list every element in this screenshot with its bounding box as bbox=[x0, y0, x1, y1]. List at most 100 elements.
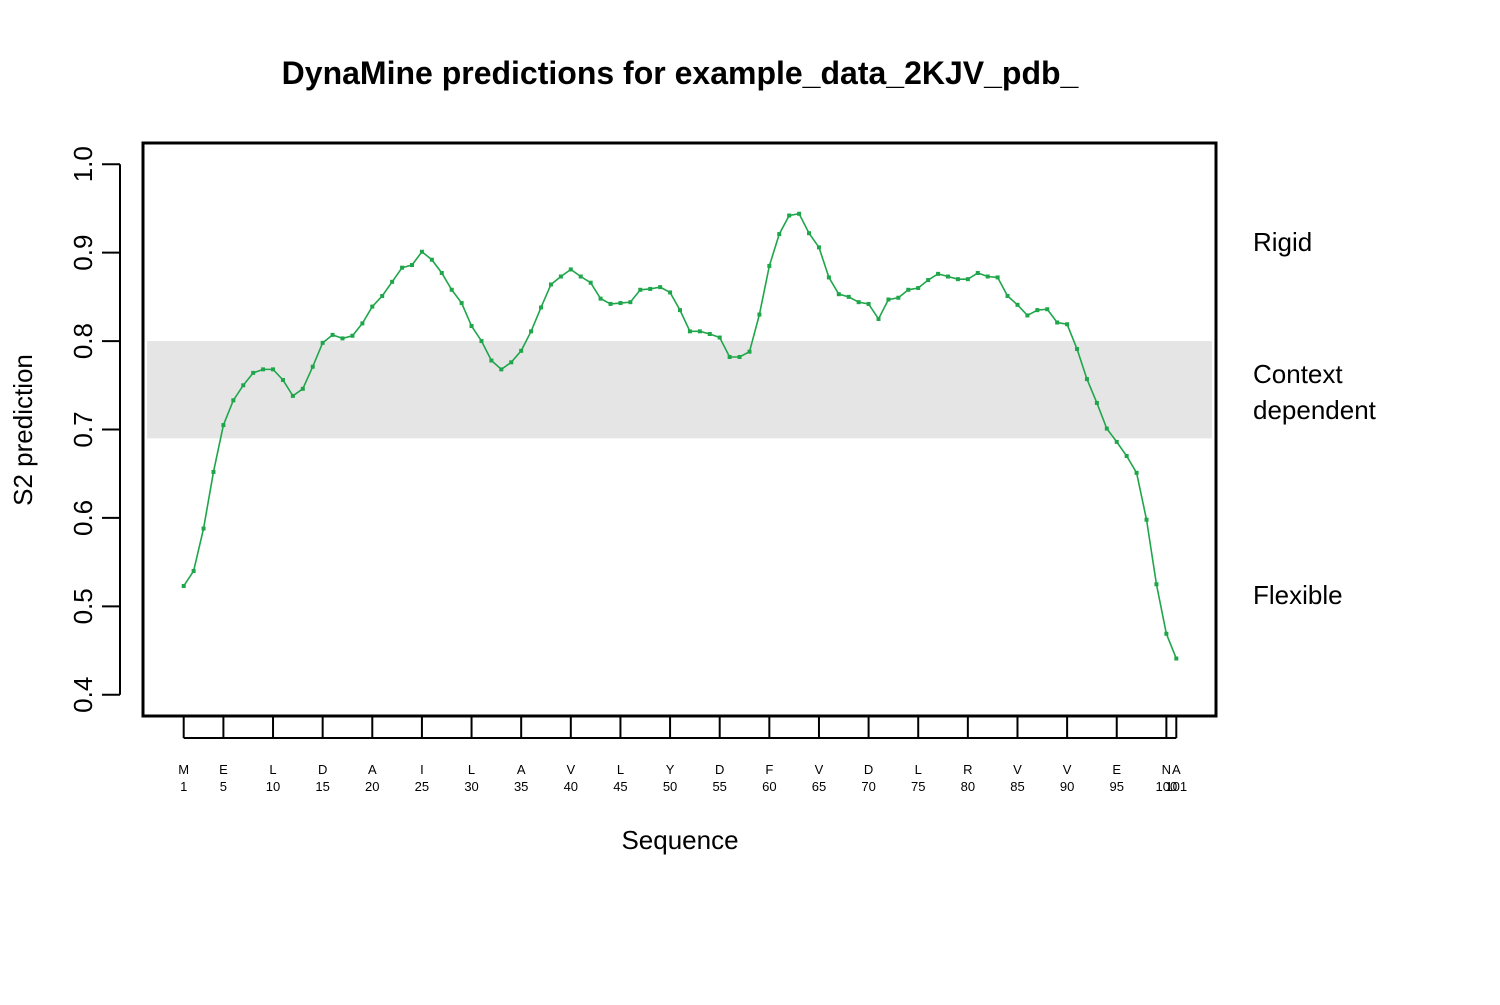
data-point bbox=[429, 257, 434, 262]
data-point bbox=[1025, 313, 1030, 318]
x-tick-number: 85 bbox=[1010, 779, 1024, 794]
y-tick-label: 0.5 bbox=[68, 588, 98, 624]
data-point bbox=[1055, 320, 1060, 325]
data-point bbox=[608, 301, 613, 306]
x-tick-number: 10 bbox=[266, 779, 280, 794]
x-tick-number: 70 bbox=[861, 779, 875, 794]
data-point bbox=[449, 287, 454, 292]
data-point bbox=[251, 370, 256, 375]
data-point bbox=[896, 295, 901, 300]
data-point bbox=[926, 278, 931, 283]
x-tick-number: 35 bbox=[514, 779, 528, 794]
data-point bbox=[777, 232, 782, 237]
data-point bbox=[677, 308, 682, 313]
data-point bbox=[191, 568, 196, 573]
x-tick-residue: L bbox=[468, 762, 475, 777]
data-point bbox=[558, 274, 563, 279]
x-tick-residue: L bbox=[269, 762, 276, 777]
x-tick-number: 20 bbox=[365, 779, 379, 794]
x-tick-number: 90 bbox=[1060, 779, 1074, 794]
data-point bbox=[965, 277, 970, 282]
data-point bbox=[241, 383, 246, 388]
data-point bbox=[211, 469, 216, 474]
data-point bbox=[181, 584, 186, 589]
data-point bbox=[499, 367, 504, 372]
x-tick-residue: F bbox=[765, 762, 773, 777]
data-point bbox=[985, 274, 990, 279]
data-point bbox=[886, 297, 891, 302]
y-tick-label: 0.8 bbox=[68, 323, 98, 359]
data-point bbox=[489, 358, 494, 363]
data-point bbox=[380, 293, 385, 298]
data-point bbox=[916, 286, 921, 291]
zone-label-context-line2: dependent bbox=[1253, 395, 1377, 425]
data-point bbox=[290, 393, 295, 398]
data-point bbox=[995, 275, 1000, 280]
data-point bbox=[1114, 439, 1119, 444]
x-tick-residue: V bbox=[815, 762, 824, 777]
context-dependent-band bbox=[147, 341, 1212, 439]
data-point bbox=[300, 386, 305, 391]
x-tick-number: 80 bbox=[961, 779, 975, 794]
data-point bbox=[1104, 426, 1109, 431]
data-point bbox=[1075, 347, 1080, 352]
data-point bbox=[1154, 582, 1159, 587]
data-point bbox=[687, 329, 692, 334]
data-point bbox=[568, 267, 573, 272]
data-point bbox=[479, 339, 484, 344]
x-tick-number: 65 bbox=[812, 779, 826, 794]
data-point bbox=[638, 287, 643, 292]
data-point bbox=[975, 270, 980, 275]
data-point bbox=[807, 231, 812, 236]
data-point bbox=[330, 332, 335, 337]
y-tick-label: 0.4 bbox=[68, 677, 98, 713]
data-point bbox=[648, 286, 653, 291]
data-point bbox=[360, 321, 365, 326]
x-tick-residue: A bbox=[517, 762, 526, 777]
x-tick-residue: D bbox=[318, 762, 327, 777]
data-point bbox=[658, 285, 663, 290]
data-point bbox=[588, 280, 593, 285]
x-tick-residue: A bbox=[368, 762, 377, 777]
data-point bbox=[598, 296, 603, 301]
data-point bbox=[1174, 656, 1179, 661]
plot-frame bbox=[141, 141, 1218, 718]
data-point bbox=[757, 312, 762, 317]
context-band-layer bbox=[147, 341, 1212, 439]
y-axis: 0.4 0.5 0.6 0.7 0.8 0.9 1.0 bbox=[68, 146, 121, 713]
data-point bbox=[866, 301, 871, 306]
data-point bbox=[856, 300, 861, 305]
zone-label-context-line1: Context bbox=[1253, 359, 1343, 389]
x-axis: M 1 E 5 L 10 D 15 A 20 I 25 L 30 A 35 V 40 L 45 Y 50 D 55 F 60 V 65… bbox=[178, 716, 1187, 794]
x-tick-number: 40 bbox=[564, 779, 578, 794]
data-point bbox=[469, 324, 474, 329]
data-point bbox=[459, 301, 464, 306]
x-tick-residue: R bbox=[963, 762, 972, 777]
data-point bbox=[261, 367, 266, 372]
data-point bbox=[419, 249, 424, 254]
data-point bbox=[340, 336, 345, 341]
data-point bbox=[370, 304, 375, 309]
data-point bbox=[1015, 302, 1020, 307]
data-point bbox=[697, 329, 702, 334]
data-point bbox=[539, 305, 544, 310]
x-tick-residue: I bbox=[420, 762, 424, 777]
data-point bbox=[787, 213, 792, 218]
data-point bbox=[826, 275, 831, 280]
x-tick-residue: V bbox=[566, 762, 575, 777]
x-tick-number: 5 bbox=[220, 779, 227, 794]
data-point bbox=[1005, 293, 1010, 298]
data-point bbox=[519, 348, 524, 353]
x-tick-residue: N bbox=[1162, 762, 1171, 777]
data-point bbox=[668, 290, 673, 295]
x-tick-number: 30 bbox=[464, 779, 478, 794]
data-point bbox=[1084, 377, 1089, 382]
data-point bbox=[727, 354, 732, 359]
data-point bbox=[747, 349, 752, 354]
series-point-layer bbox=[181, 211, 1179, 661]
x-tick-number: 45 bbox=[613, 779, 627, 794]
chart-title: DynaMine predictions for example_data_2K… bbox=[282, 55, 1080, 91]
data-point bbox=[310, 364, 315, 369]
